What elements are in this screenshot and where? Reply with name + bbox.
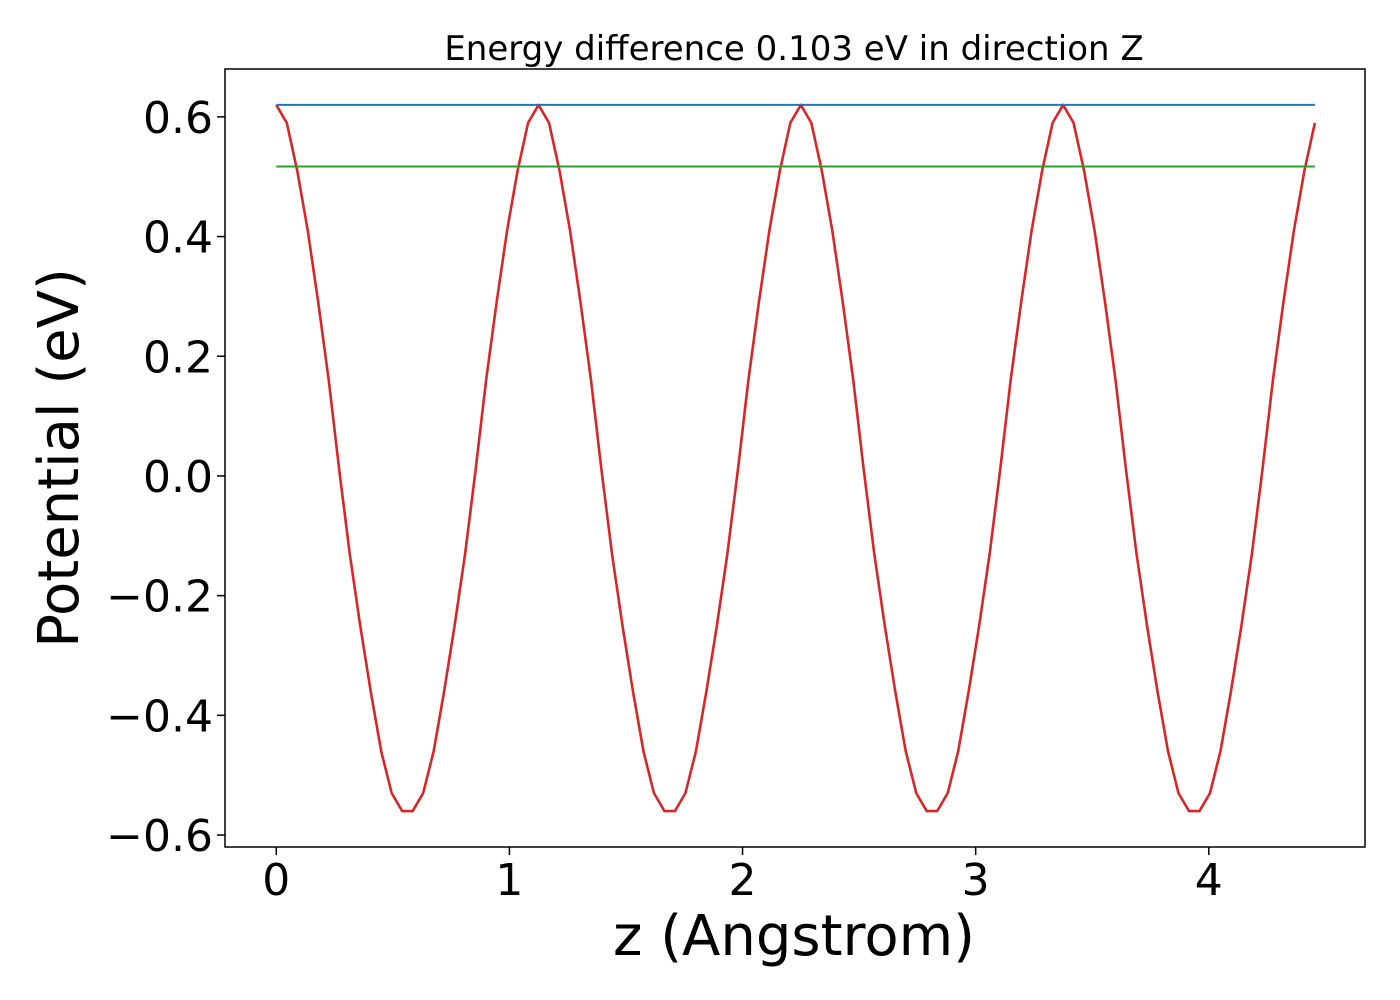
y-tick-label: −0.6 (106, 811, 213, 862)
potential-curve (275, 103, 1317, 813)
y-tick-label: 0.6 (143, 93, 213, 144)
plot-lines (275, 103, 1317, 813)
y-tick-label: 0.0 (143, 452, 213, 503)
x-tick-label: 3 (962, 855, 990, 906)
y-axis-label: Potential (eV) (27, 268, 92, 648)
x-tick-label: 0 (262, 855, 290, 906)
y-tick-label: 0.2 (143, 332, 213, 383)
x-tick-label: 1 (495, 855, 523, 906)
y-tick-label: −0.2 (106, 572, 213, 623)
x-axis-ticks: 0 1 2 3 4 (262, 847, 1223, 906)
y-tick-label: −0.4 (106, 691, 213, 742)
x-axis-label: z (Angstrom) (613, 904, 975, 969)
y-tick-label: 0.4 (143, 213, 213, 264)
plot-frame (224, 68, 1366, 848)
y-axis-ticks: 0.6 0.4 0.2 0.0 −0.2 −0.4 −0.6 (106, 93, 225, 862)
chart-title: Energy difference 0.103 eV in direction … (444, 29, 1143, 69)
x-tick-label: 4 (1195, 855, 1223, 906)
x-tick-label: 2 (729, 855, 757, 906)
